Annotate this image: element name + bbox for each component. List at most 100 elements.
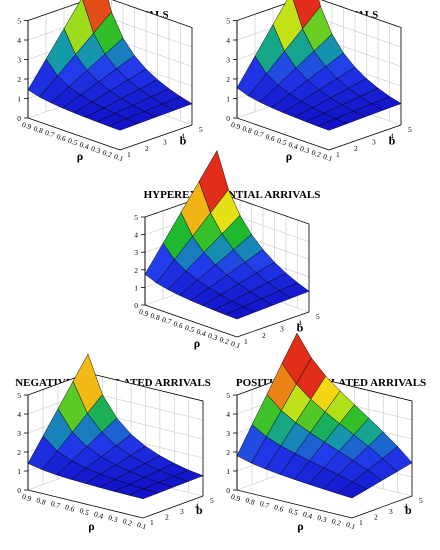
x-tick-label: 0.7	[50, 499, 62, 511]
y-tick-label: 2	[165, 513, 169, 522]
y-tick-label: 2	[374, 513, 378, 522]
x-tick-label: 0.8	[241, 124, 253, 136]
y-tick-label: 5	[316, 312, 320, 321]
z-tick-label: 5	[134, 213, 138, 222]
y-tick-label: 4	[195, 502, 199, 511]
x-tick-label: 0.2	[310, 148, 322, 160]
z-tick-label: 2	[226, 448, 230, 457]
y-axis-line	[236, 311, 310, 338]
x-tick-label: 0.9	[230, 120, 242, 132]
surface	[27, 353, 204, 500]
x-tick-label: 0.9	[21, 492, 33, 504]
y-tick-label: 4	[390, 131, 394, 140]
x-tick-label: 0.7	[253, 128, 265, 140]
z-tick-label: 2	[17, 75, 21, 84]
y-tick-label: 1	[150, 518, 154, 527]
x-axis-line	[236, 117, 330, 151]
y-tick-label: 2	[262, 331, 266, 340]
x-tick-label: 0.1	[136, 520, 148, 532]
z-tick-label: 1	[226, 467, 230, 476]
z-tick-label: 3	[17, 429, 21, 438]
x-tick-label: 0.5	[276, 136, 288, 148]
z-tick-label: 1	[134, 283, 138, 292]
y-axis-line	[351, 495, 413, 519]
y-tick-label: 1	[244, 337, 248, 346]
x-tick-label: 0.3	[90, 144, 102, 156]
x-tick-label: 0.6	[64, 502, 76, 514]
x-axis-label: ρ	[77, 149, 83, 163]
y-tick-label: 4	[404, 502, 408, 511]
y-tick-label: 2	[145, 144, 149, 153]
x-tick-label: 0.9	[21, 120, 33, 132]
y-tick-label: 1	[127, 150, 131, 159]
panel-negative-correlated-arrivals: NEGATIVE CORRELATED ARRIVALS 0123450.90.…	[15, 353, 214, 533]
x-tick-label: 0.1	[113, 152, 125, 164]
z-tick-label: 4	[17, 36, 21, 45]
x-tick-label: 0.7	[161, 315, 173, 327]
x-tick-label: 0.8	[149, 311, 161, 323]
x-tick-label: 0.2	[122, 516, 134, 528]
x-axis-line	[27, 489, 144, 519]
z-tick-label: 2	[134, 266, 138, 275]
z-tick-label: 3	[226, 429, 230, 438]
y-tick-label: 3	[280, 325, 284, 334]
panel-erlang-arrivals: ERLANG ARRIVALS 0123450.90.80.70.60.50.4…	[17, 0, 203, 163]
z-tick-label: 0	[17, 486, 21, 495]
x-tick-label: 0.9	[138, 307, 150, 319]
y-tick-label: 5	[408, 125, 412, 134]
x-axis-label: ρ	[286, 149, 292, 163]
surface	[236, 332, 413, 499]
y-axis-line	[142, 495, 204, 519]
z-tick-label: 0	[134, 301, 138, 310]
surface	[144, 150, 310, 320]
z-tick-label: 4	[134, 231, 138, 240]
z-tick-label: 3	[226, 56, 230, 65]
surface-cell	[317, 118, 348, 131]
y-tick-label: 3	[389, 507, 393, 516]
x-tick-label: 0.5	[184, 323, 196, 335]
z-tick-label: 0	[226, 486, 230, 495]
x-tick-label: 0.7	[44, 128, 56, 140]
z-tick-label: 0	[17, 114, 21, 123]
z-tick-label: 4	[226, 36, 230, 45]
x-tick-label: 0.5	[287, 506, 299, 518]
z-tick-label: 5	[226, 17, 230, 26]
panel-positive-correlated-arrivals: POSITIVE CORRELATED ARRIVALS 0123450.90.…	[226, 332, 426, 533]
x-tick-label: 0.4	[195, 327, 207, 339]
y-tick-label: 5	[199, 125, 203, 134]
y-tick-label: 3	[372, 138, 376, 147]
y-tick-label: 4	[181, 131, 185, 140]
surface-cell	[108, 118, 139, 131]
surface	[236, 0, 402, 131]
y-axis-label: b	[389, 133, 396, 147]
surface	[27, 0, 193, 131]
x-axis-label: ρ	[194, 336, 200, 350]
y-tick-label: 3	[180, 507, 184, 516]
x-axis-line	[144, 304, 238, 338]
x-tick-label: 0.7	[259, 499, 271, 511]
surface-cell	[225, 306, 256, 320]
z-tick-label: 3	[134, 248, 138, 257]
z-tick-label: 5	[226, 391, 230, 400]
z-tick-label: 4	[226, 410, 230, 419]
x-tick-label: 0.3	[316, 513, 328, 525]
x-tick-label: 0.3	[207, 331, 219, 343]
x-tick-label: 0.4	[302, 509, 314, 521]
x-tick-label: 0.2	[331, 516, 343, 528]
x-tick-label: 0.8	[244, 495, 256, 507]
x-tick-label: 0.3	[299, 144, 311, 156]
x-tick-label: 0.2	[101, 148, 113, 160]
z-tick-label: 4	[17, 410, 21, 419]
x-tick-label: 0.4	[287, 140, 299, 152]
x-axis-label: ρ	[88, 519, 94, 533]
z-tick-label: 1	[226, 95, 230, 104]
x-tick-label: 0.8	[32, 124, 44, 136]
y-axis-label: b	[405, 503, 412, 517]
z-tick-label: 1	[17, 95, 21, 104]
x-tick-label: 0.1	[322, 152, 334, 164]
panel-poisson-arrivals: POISSON ARRIVALS 0123450.90.80.70.60.50.…	[226, 0, 412, 163]
